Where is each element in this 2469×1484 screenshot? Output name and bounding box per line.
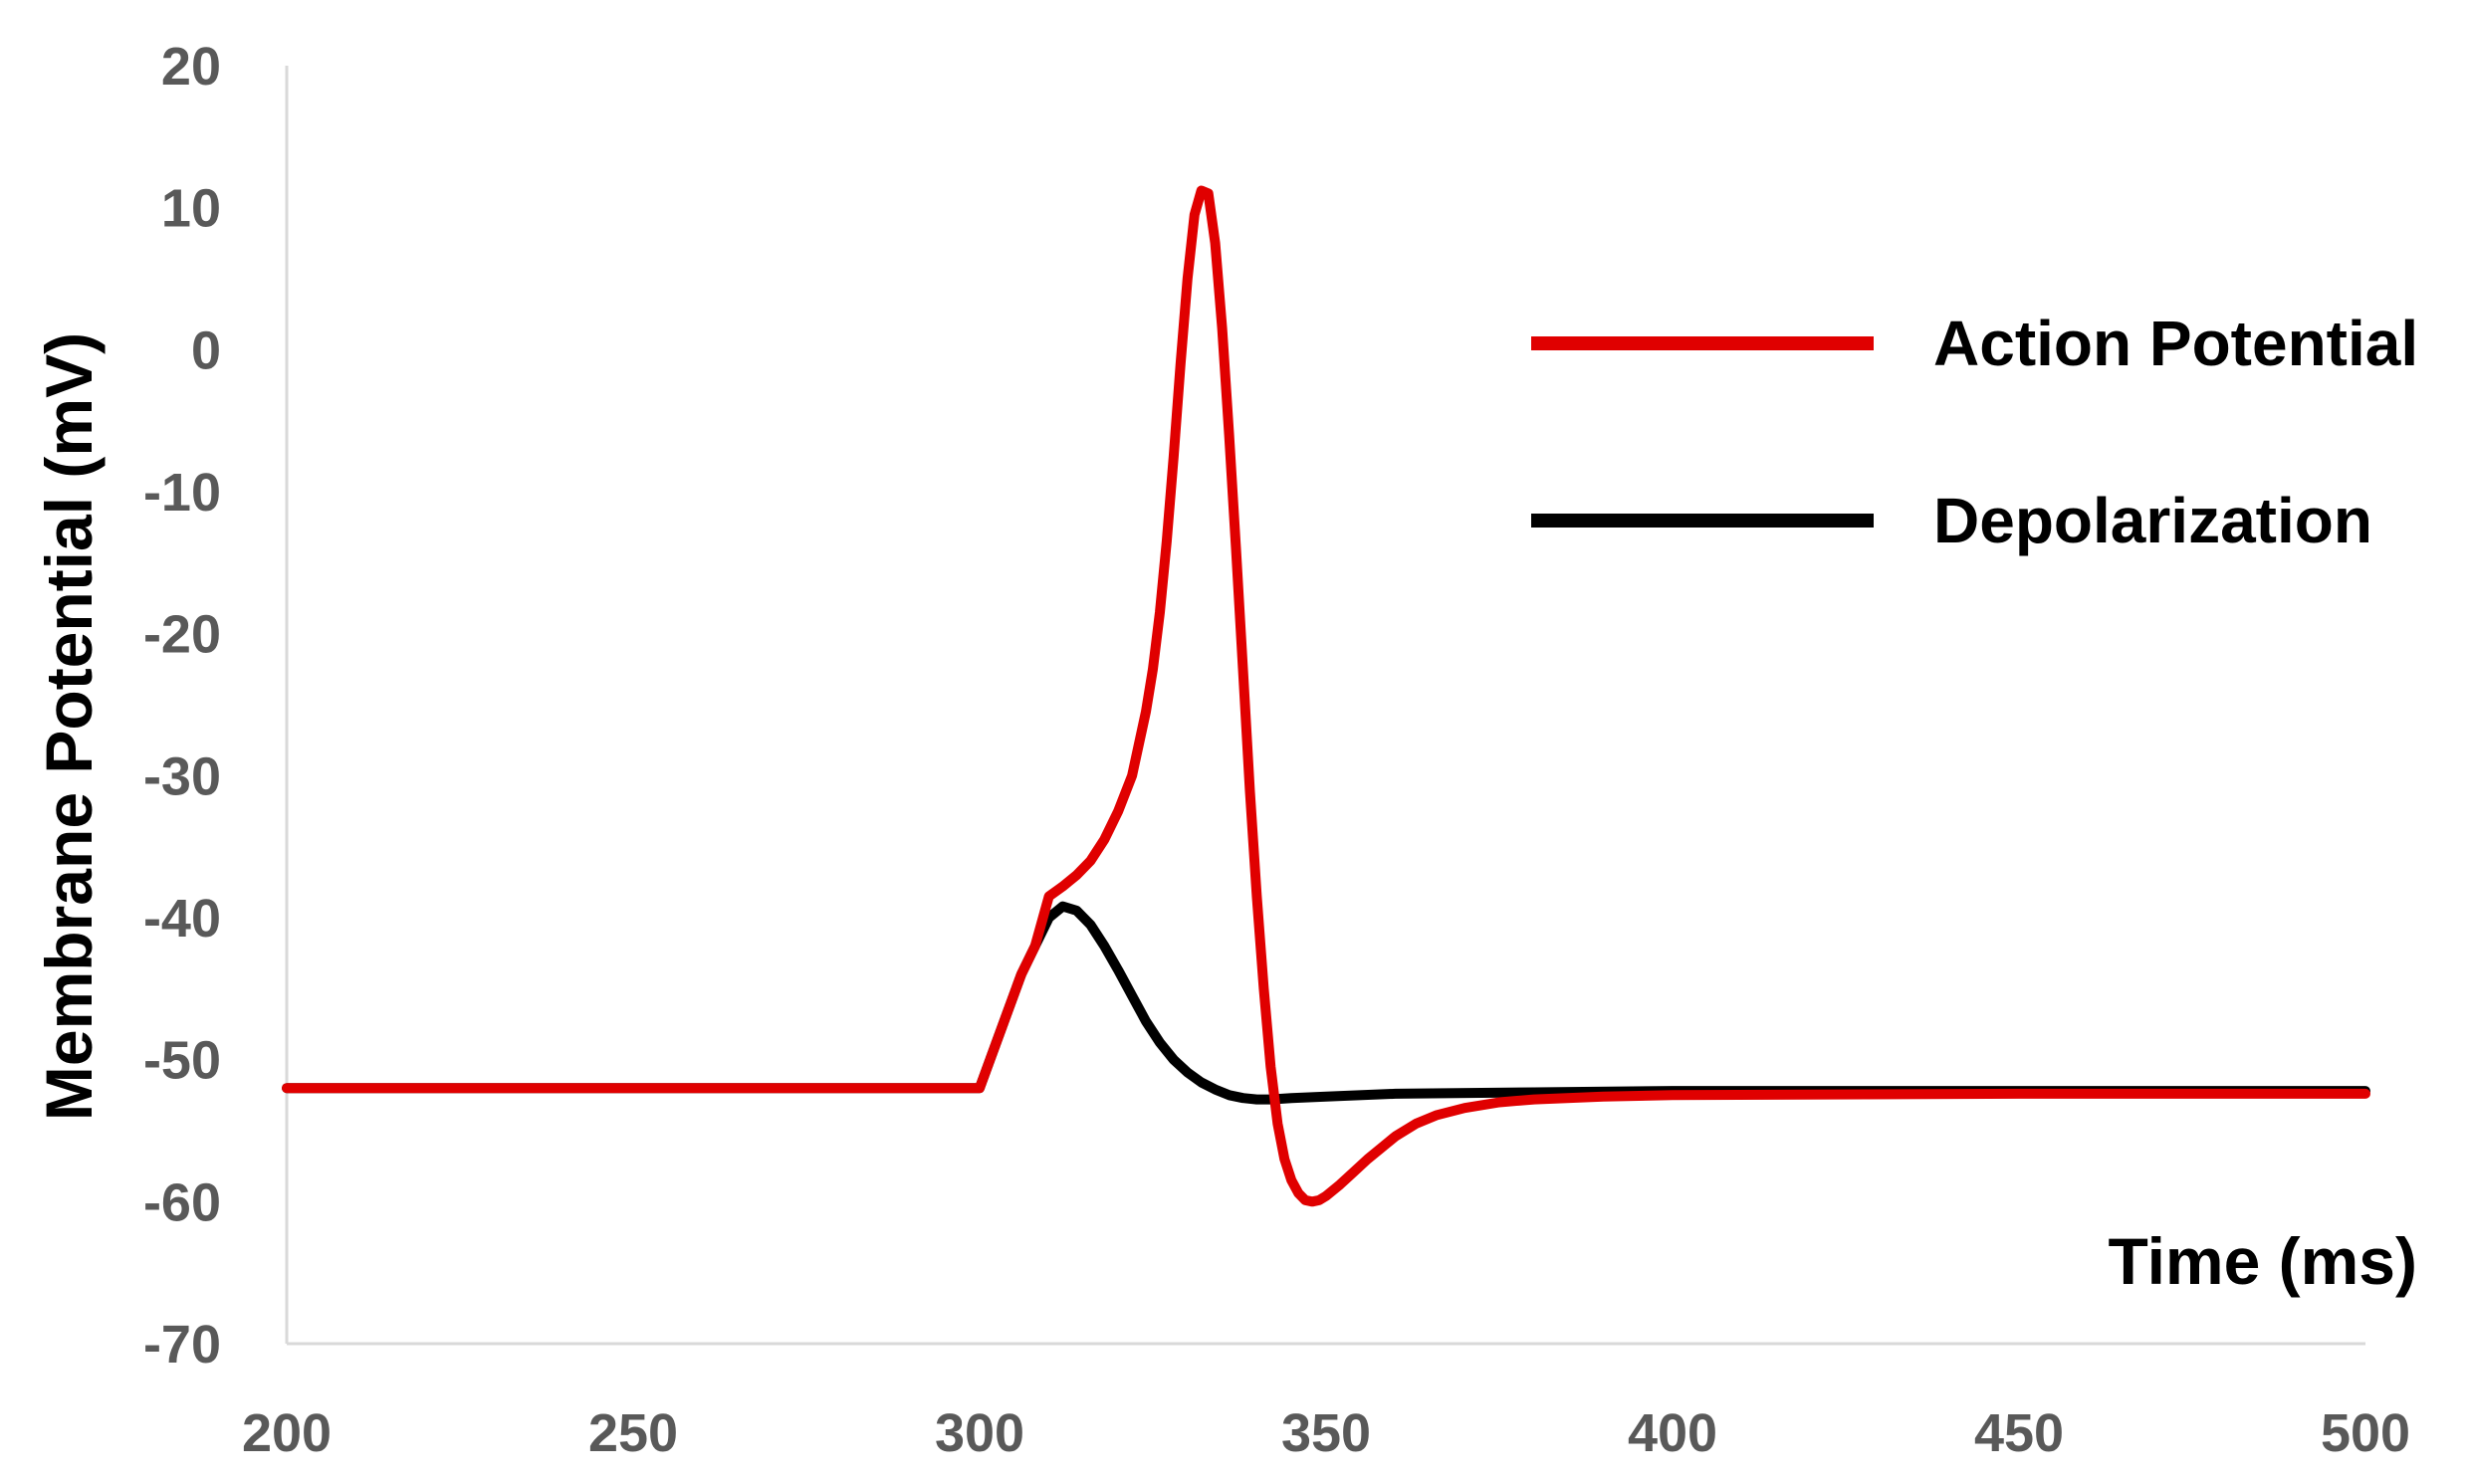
- y-tick-label: 20: [161, 37, 221, 97]
- axes: [285, 66, 2365, 1346]
- legend-label-depolarization: Depolarization: [1933, 485, 2372, 556]
- y-tick-label: 10: [161, 179, 221, 239]
- y-tick-labels: 20 10 0 -10 -20 -30 -40 -50 -60 -70: [143, 37, 221, 1375]
- x-tick-label: 500: [2321, 1403, 2410, 1463]
- y-axis-title: Membrane Potential (mV): [32, 332, 106, 1121]
- x-tick-label: 300: [935, 1403, 1024, 1463]
- x-tick-labels: 200 250 300 350 400 450 500: [242, 1403, 2410, 1463]
- y-tick-label: -40: [143, 889, 221, 949]
- x-tick-label: 450: [1974, 1403, 2064, 1463]
- series-line-action-potential: [282, 185, 2370, 1207]
- x-tick-label: 200: [242, 1403, 332, 1463]
- series-layer: [282, 185, 2370, 1207]
- y-tick-label: -60: [143, 1172, 221, 1232]
- series-line-depolarization: [282, 901, 2370, 1105]
- x-axis-title: Time (ms): [2108, 1224, 2417, 1298]
- y-tick-label: -20: [143, 605, 221, 665]
- legend: Action Potential Depolarization: [1531, 308, 2418, 556]
- x-tick-label: 250: [588, 1403, 678, 1463]
- y-tick-label: -70: [143, 1315, 221, 1375]
- y-tick-label: -30: [143, 746, 221, 806]
- x-tick-label: 400: [1628, 1403, 1717, 1463]
- y-tick-label: 0: [191, 320, 221, 380]
- legend-label-action-potential: Action Potential: [1933, 308, 2418, 379]
- y-tick-label: -50: [143, 1031, 221, 1091]
- y-tick-label: -10: [143, 463, 221, 523]
- x-tick-label: 350: [1281, 1403, 1371, 1463]
